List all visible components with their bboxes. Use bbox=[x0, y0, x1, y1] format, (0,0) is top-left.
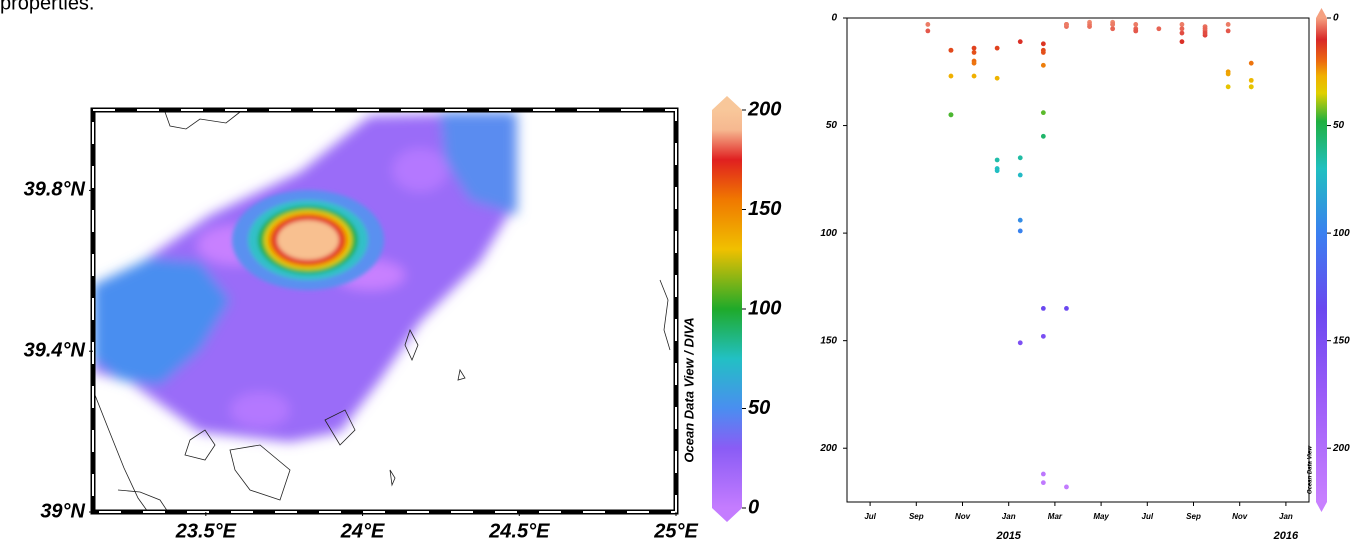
y-tick-label: 0 bbox=[831, 13, 837, 24]
x-tick-label: Jul bbox=[864, 512, 876, 521]
x-tick-label: 23.5°E bbox=[175, 520, 237, 542]
data-point bbox=[1110, 22, 1116, 27]
colorbar bbox=[1316, 18, 1327, 502]
data-point bbox=[1017, 155, 1023, 161]
data-point bbox=[971, 73, 977, 79]
colorbar-extend bbox=[1316, 502, 1327, 512]
y-tick-label: 50 bbox=[826, 120, 838, 131]
colorbar-tick-label: 50 bbox=[748, 397, 770, 419]
data-point bbox=[1040, 133, 1046, 139]
data-point bbox=[1064, 306, 1069, 311]
y-tick-label: 200 bbox=[819, 443, 837, 454]
data-point bbox=[1040, 480, 1046, 486]
x-tick-label: May bbox=[1093, 512, 1109, 521]
x-tick-label: Sep bbox=[909, 512, 924, 521]
colorbar-tick-label: 50 bbox=[1333, 120, 1345, 131]
x-tick-label: Nov bbox=[1232, 512, 1248, 521]
colorbar-tick-label: 0 bbox=[1333, 13, 1339, 24]
data-point bbox=[925, 28, 931, 34]
x-tick-label: 24.5°E bbox=[488, 520, 550, 542]
data-point bbox=[1064, 22, 1069, 27]
data-point bbox=[1225, 84, 1231, 90]
data-point bbox=[1225, 71, 1231, 77]
colorbar-tick-label: 0 bbox=[748, 496, 759, 518]
map-frame-ticks bbox=[92, 109, 677, 513]
year-label: 2016 bbox=[1273, 530, 1299, 542]
data-point bbox=[1017, 217, 1023, 223]
data-point bbox=[1040, 306, 1046, 311]
colorbar-tick-label: 100 bbox=[1333, 228, 1350, 239]
y-tick-label: 39.4°N bbox=[24, 339, 86, 361]
data-point bbox=[1040, 62, 1046, 68]
data-point bbox=[1064, 484, 1069, 490]
data-point bbox=[1017, 172, 1023, 178]
data-point bbox=[1179, 26, 1185, 32]
colorbar-tick-label: 200 bbox=[1332, 443, 1350, 454]
map-field bbox=[93, 111, 671, 512]
data-point bbox=[1248, 77, 1254, 83]
x-tick-label: 24°E bbox=[340, 520, 385, 542]
colorbar-extend bbox=[712, 96, 742, 110]
data-point bbox=[948, 47, 954, 53]
data-point bbox=[1248, 84, 1254, 90]
colorbar-tick-label: 100 bbox=[748, 297, 781, 319]
data-point bbox=[971, 60, 977, 66]
data-point bbox=[925, 22, 931, 27]
data-point bbox=[1248, 60, 1254, 66]
data-point bbox=[948, 73, 954, 79]
data-point bbox=[994, 157, 1000, 163]
colorbar-label: Ocean Data View / DIVA bbox=[681, 317, 696, 462]
colorbar-tick-label: 150 bbox=[1333, 335, 1350, 346]
data-point bbox=[1133, 22, 1139, 27]
x-tick-label: Mar bbox=[1048, 512, 1063, 521]
x-tick-label: Jul bbox=[1142, 512, 1154, 521]
colorbar-tick-label: 150 bbox=[748, 198, 781, 220]
data-point bbox=[1040, 41, 1046, 47]
data-point bbox=[1225, 22, 1231, 27]
data-point bbox=[994, 45, 1000, 51]
data-point bbox=[971, 45, 977, 51]
data-point bbox=[1179, 22, 1185, 27]
x-tick-label: Nov bbox=[955, 512, 971, 521]
y-tick-label: 100 bbox=[820, 228, 837, 239]
data-point bbox=[1225, 28, 1231, 34]
data-point bbox=[1110, 26, 1116, 32]
y-tick-label: 39.8°N bbox=[24, 179, 86, 201]
data-point bbox=[1156, 26, 1162, 32]
data-point bbox=[1040, 110, 1046, 116]
y-tick-label: 150 bbox=[820, 335, 837, 346]
data-point bbox=[994, 75, 1000, 81]
data-point bbox=[1202, 30, 1208, 36]
colorbar-tick-label: 200 bbox=[747, 98, 781, 120]
data-point bbox=[1040, 50, 1046, 55]
x-tick-label: Sep bbox=[1186, 512, 1201, 521]
data-point bbox=[1202, 26, 1208, 32]
data-point bbox=[994, 168, 1000, 174]
x-tick-label: Jan bbox=[1279, 512, 1293, 521]
data-point bbox=[948, 112, 954, 118]
scatter-frame bbox=[846, 17, 1310, 503]
y-tick-label: 39°N bbox=[40, 500, 85, 522]
x-tick-label: 25°E bbox=[653, 520, 698, 542]
data-point bbox=[1017, 39, 1023, 45]
data-point bbox=[1040, 333, 1046, 339]
year-label: 2015 bbox=[995, 530, 1021, 542]
data-point bbox=[1017, 340, 1023, 346]
colorbar-extend bbox=[712, 508, 742, 522]
data-point bbox=[1040, 471, 1046, 477]
data-point bbox=[1133, 28, 1139, 34]
colorbar-label: Ocean Data View bbox=[1308, 446, 1314, 494]
data-point bbox=[971, 50, 977, 55]
caption-fragment: properties. bbox=[0, 0, 95, 14]
data-point bbox=[1087, 24, 1092, 30]
x-tick-label: Jan bbox=[1002, 512, 1016, 521]
colorbar bbox=[712, 110, 742, 508]
data-point bbox=[1179, 39, 1185, 45]
data-point bbox=[1179, 30, 1185, 36]
colorbar-extend bbox=[1316, 8, 1327, 18]
data-point bbox=[1017, 228, 1023, 234]
